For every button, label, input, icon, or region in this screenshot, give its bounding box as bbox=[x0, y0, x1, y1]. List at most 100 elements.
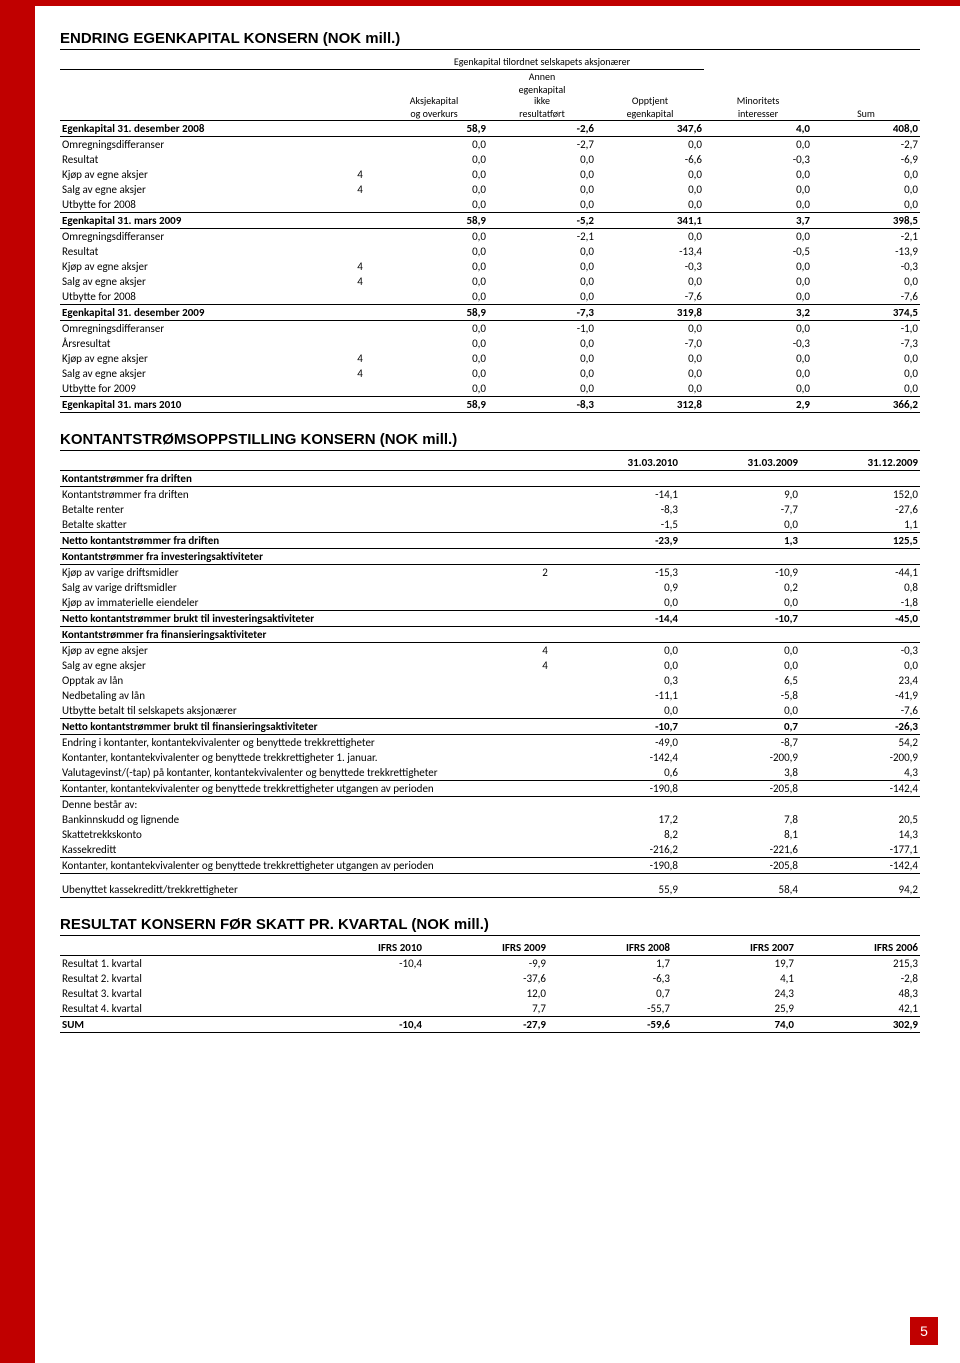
row-label: Utbytte betalt til selskapets aksjonærer bbox=[60, 703, 530, 719]
cell: -8,7 bbox=[680, 735, 800, 751]
cell: 0,0 bbox=[488, 259, 596, 274]
cell: 14,3 bbox=[800, 827, 920, 842]
cell: -190,8 bbox=[560, 781, 680, 797]
cell: -14,1 bbox=[560, 487, 680, 503]
cell: 0,0 bbox=[812, 351, 920, 366]
row-note bbox=[340, 336, 380, 351]
cell: -8,3 bbox=[560, 502, 680, 517]
cell: 0,0 bbox=[680, 643, 800, 659]
cell: -0,3 bbox=[800, 643, 920, 659]
row-note bbox=[340, 305, 380, 321]
row-label: Egenkapital 31. desember 2009 bbox=[60, 305, 340, 321]
cell: -5,2 bbox=[488, 213, 596, 229]
cell: 0,0 bbox=[488, 152, 596, 167]
row-label: Bankinnskudd og lignende bbox=[60, 812, 530, 827]
cell: 0,0 bbox=[380, 321, 488, 337]
cell: 12,0 bbox=[424, 986, 548, 1001]
table-row: Resultat 4. kvartal7,7-55,725,942,1 bbox=[60, 1001, 920, 1017]
table-row: Netto kontantstrømmer brukt til invester… bbox=[60, 611, 920, 627]
row-label: Nedbetaling av lån bbox=[60, 688, 530, 703]
cell: -0,3 bbox=[704, 336, 812, 351]
cell: 0,0 bbox=[560, 703, 680, 719]
table-row: Skattetrekkskonto8,28,114,3 bbox=[60, 827, 920, 842]
cell: 0,0 bbox=[596, 351, 704, 366]
table-row: Salg av varige driftsmidler0,90,20,8 bbox=[60, 580, 920, 595]
cell: 2,9 bbox=[704, 397, 812, 413]
cell: 0,0 bbox=[596, 229, 704, 245]
cell: 6,5 bbox=[680, 673, 800, 688]
cell: -13,9 bbox=[812, 244, 920, 259]
cell: 0,0 bbox=[560, 658, 680, 673]
row-label: Resultat 4. kvartal bbox=[60, 1001, 300, 1017]
row-label: Kontanter, kontantekvivalenter og benytt… bbox=[60, 781, 530, 797]
table-row: Utbytte for 20090,00,00,00,00,0 bbox=[60, 381, 920, 397]
row-note bbox=[340, 197, 380, 213]
cell: 0,0 bbox=[488, 274, 596, 289]
row-label: Kjøp av egne aksjer bbox=[60, 259, 340, 274]
table-row: Omregningsdifferanser0,0-2,70,00,0-2,7 bbox=[60, 137, 920, 153]
cell bbox=[680, 627, 800, 643]
page-frame: ENDRING EGENKAPITAL KONSERN (NOK mill.) … bbox=[0, 0, 960, 1363]
cell: -2,1 bbox=[812, 229, 920, 245]
cell: 24,3 bbox=[672, 986, 796, 1001]
table-row: SUM-10,4-27,9-59,674,0302,9 bbox=[60, 1016, 920, 1032]
cell: -59,6 bbox=[548, 1016, 672, 1032]
table-row: Resultat0,00,0-13,4-0,5-13,9 bbox=[60, 244, 920, 259]
row-label: Kjøp av immaterielle eiendeler bbox=[60, 595, 530, 611]
cell: 0,3 bbox=[560, 673, 680, 688]
cell: -55,7 bbox=[548, 1001, 672, 1017]
table-row: Kjøp av egne aksjer40,00,00,00,00,0 bbox=[60, 351, 920, 366]
cell: -10,7 bbox=[560, 719, 680, 735]
cell: 0,8 bbox=[800, 580, 920, 595]
cell: 0,0 bbox=[704, 182, 812, 197]
cell: 58,9 bbox=[380, 121, 488, 137]
table-row: Resultat 1. kvartal-10,4-9,91,719,7215,3 bbox=[60, 955, 920, 971]
cell: 0,0 bbox=[380, 229, 488, 245]
cell: 0,0 bbox=[380, 137, 488, 153]
cell: 0,0 bbox=[704, 274, 812, 289]
row-note bbox=[530, 750, 560, 765]
cell: 0,0 bbox=[800, 658, 920, 673]
cell: 0,0 bbox=[380, 259, 488, 274]
table-row: Kjøp av varige driftsmidler2-15,3-10,9-4… bbox=[60, 565, 920, 581]
cell bbox=[560, 797, 680, 813]
cell: 0,0 bbox=[596, 381, 704, 397]
cell: 0,0 bbox=[380, 274, 488, 289]
row-note bbox=[340, 244, 380, 259]
row-note bbox=[530, 595, 560, 611]
cell: -2,8 bbox=[796, 971, 920, 986]
row-label: Denne består av: bbox=[60, 797, 530, 813]
cell: -6,6 bbox=[596, 152, 704, 167]
cell: 152,0 bbox=[800, 487, 920, 503]
row-note bbox=[530, 471, 560, 487]
cell: 3,8 bbox=[680, 765, 800, 781]
row-label: Kjøp av egne aksjer bbox=[60, 643, 530, 659]
row-label: Resultat bbox=[60, 244, 340, 259]
row-label: Utbytte for 2008 bbox=[60, 289, 340, 305]
cell: 0,0 bbox=[596, 197, 704, 213]
cell: 125,5 bbox=[800, 533, 920, 549]
cell: 58,9 bbox=[380, 213, 488, 229]
row-note: 4 bbox=[340, 259, 380, 274]
cell: 0,0 bbox=[488, 336, 596, 351]
cell: -13,4 bbox=[596, 244, 704, 259]
cell: 17,2 bbox=[560, 812, 680, 827]
row-note: 4 bbox=[530, 658, 560, 673]
row-label: Kontanter, kontantekvivalenter og benytt… bbox=[60, 858, 530, 874]
cell: 0,0 bbox=[596, 182, 704, 197]
row-note: 4 bbox=[340, 167, 380, 182]
cell: 0,0 bbox=[704, 229, 812, 245]
table-row: Salg av egne aksjer40,00,00,00,00,0 bbox=[60, 366, 920, 381]
equity-group-header: Egenkapital tilordnet selskapets aksjonæ… bbox=[380, 54, 704, 70]
cell: 0,0 bbox=[680, 517, 800, 533]
row-label: Valutagevinst/(-tap) på kontanter, konta… bbox=[60, 765, 530, 781]
row-label: Årsresultat bbox=[60, 336, 340, 351]
cashflow-table: 31.03.2010 31.03.2009 31.12.2009 Kontant… bbox=[60, 455, 920, 898]
row-note bbox=[340, 397, 380, 413]
cell: -221,6 bbox=[680, 842, 800, 858]
row-note bbox=[530, 688, 560, 703]
cell: 408,0 bbox=[812, 121, 920, 137]
row-note bbox=[530, 842, 560, 858]
row-note bbox=[530, 611, 560, 627]
col-h: egenkapital bbox=[596, 107, 704, 121]
